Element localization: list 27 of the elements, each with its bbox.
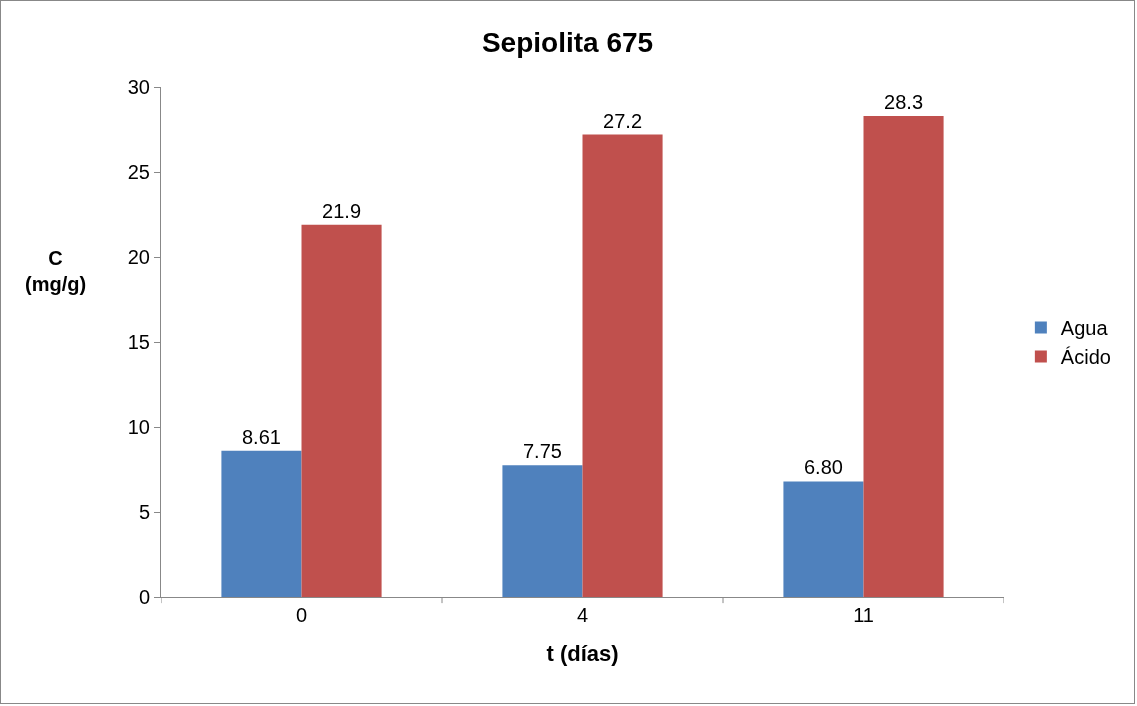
x-axis-title: t (días) (546, 640, 619, 666)
data-label: 21.9 (322, 199, 362, 222)
legend-label: Agua (1060, 317, 1109, 340)
data-label: 7.75 (522, 440, 562, 463)
y-tick-label: 5 (138, 501, 150, 523)
legend-label: Ácido (1060, 346, 1111, 369)
y-tick-label: 0 (138, 586, 150, 608)
bar (502, 465, 583, 597)
x-tick-label: 11 (853, 604, 874, 626)
bar (582, 134, 663, 597)
data-label: 6.80 (803, 456, 843, 479)
data-label: 27.2 (603, 109, 643, 132)
x-tick-label: 4 (576, 604, 589, 626)
data-label: 28.3 (884, 90, 924, 113)
y-tick-label: 15 (127, 331, 150, 353)
data-label: 8.61 (241, 425, 281, 448)
bar (221, 450, 302, 597)
bar (301, 224, 382, 597)
y-tick-label: 25 (127, 161, 150, 183)
bar (783, 481, 864, 597)
y-tick-label: 10 (127, 416, 150, 438)
chart-title: Sepiolita 675 (481, 27, 654, 59)
x-tick-label: 0 (295, 604, 308, 626)
bar (863, 115, 944, 597)
y-tick-label: 20 (127, 246, 150, 268)
y-tick-label: 30 (127, 76, 150, 98)
y-axis-title: C (mg/g) (25, 247, 87, 295)
